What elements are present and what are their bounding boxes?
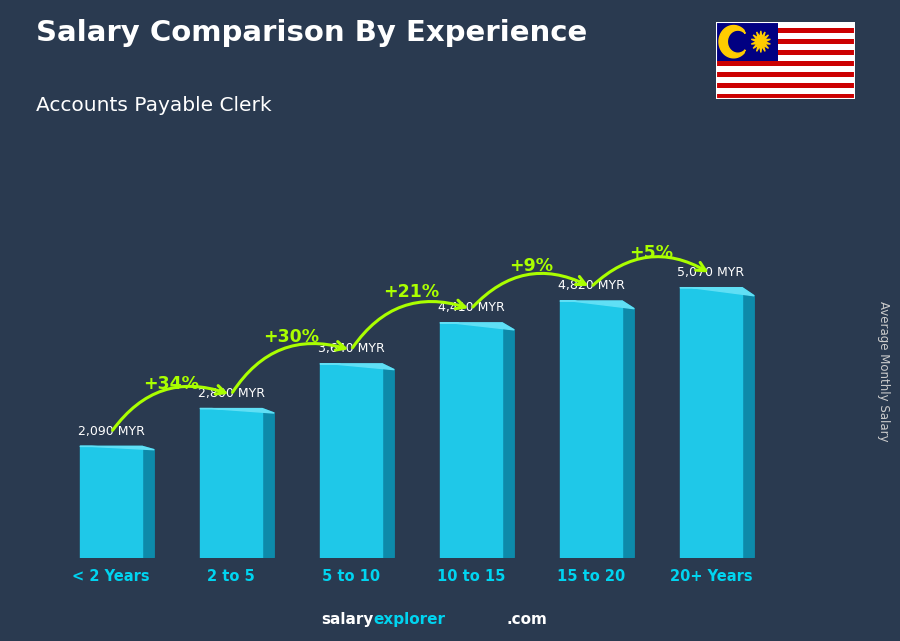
Polygon shape: [80, 446, 142, 558]
Text: explorer: explorer: [374, 612, 446, 627]
FancyBboxPatch shape: [716, 72, 855, 78]
FancyBboxPatch shape: [716, 83, 855, 88]
FancyBboxPatch shape: [716, 50, 855, 55]
Text: +5%: +5%: [629, 244, 673, 262]
Polygon shape: [200, 408, 274, 413]
FancyBboxPatch shape: [716, 22, 855, 28]
FancyBboxPatch shape: [716, 78, 855, 83]
Text: Accounts Payable Clerk: Accounts Payable Clerk: [36, 96, 272, 115]
Polygon shape: [680, 288, 742, 558]
Polygon shape: [440, 323, 502, 558]
Polygon shape: [752, 31, 770, 53]
FancyBboxPatch shape: [716, 33, 855, 39]
Text: 3,640 MYR: 3,640 MYR: [318, 342, 384, 355]
Text: Salary Comparison By Experience: Salary Comparison By Experience: [36, 19, 587, 47]
Polygon shape: [719, 26, 745, 58]
Text: +9%: +9%: [509, 256, 553, 274]
Text: .com: .com: [507, 612, 547, 627]
FancyBboxPatch shape: [716, 39, 855, 44]
Text: 5,070 MYR: 5,070 MYR: [678, 266, 744, 279]
FancyBboxPatch shape: [716, 94, 855, 99]
Text: Average Monthly Salary: Average Monthly Salary: [878, 301, 890, 442]
Polygon shape: [440, 323, 514, 330]
FancyBboxPatch shape: [716, 88, 855, 94]
Polygon shape: [502, 323, 514, 558]
Text: +34%: +34%: [143, 375, 199, 393]
FancyBboxPatch shape: [716, 44, 855, 50]
Polygon shape: [382, 364, 394, 558]
FancyBboxPatch shape: [716, 28, 855, 33]
FancyBboxPatch shape: [716, 61, 855, 67]
FancyBboxPatch shape: [716, 55, 855, 61]
Polygon shape: [262, 408, 274, 558]
Polygon shape: [622, 301, 634, 558]
Polygon shape: [320, 364, 382, 558]
Polygon shape: [560, 301, 622, 558]
Polygon shape: [742, 288, 754, 558]
Text: +21%: +21%: [382, 283, 439, 301]
Text: 2,800 MYR: 2,800 MYR: [197, 387, 265, 400]
Polygon shape: [142, 446, 154, 558]
Text: 2,090 MYR: 2,090 MYR: [77, 425, 144, 438]
FancyBboxPatch shape: [716, 67, 855, 72]
Polygon shape: [560, 301, 634, 309]
FancyBboxPatch shape: [716, 22, 778, 61]
Text: 4,820 MYR: 4,820 MYR: [558, 279, 625, 292]
Polygon shape: [680, 288, 754, 296]
Polygon shape: [80, 446, 154, 450]
Polygon shape: [200, 408, 262, 558]
Text: +30%: +30%: [263, 328, 319, 346]
Text: 4,410 MYR: 4,410 MYR: [437, 301, 504, 314]
Text: salary: salary: [321, 612, 374, 627]
Polygon shape: [320, 364, 394, 370]
